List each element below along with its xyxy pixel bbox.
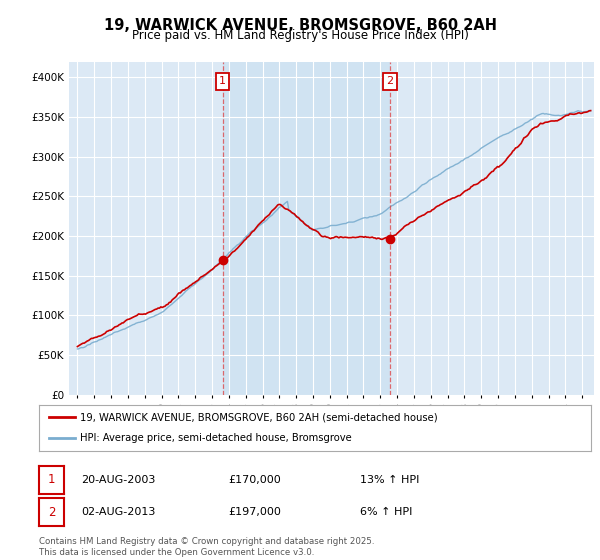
Text: Contains HM Land Registry data © Crown copyright and database right 2025.
This d: Contains HM Land Registry data © Crown c… (39, 537, 374, 557)
Text: 1: 1 (48, 473, 55, 487)
Text: 19, WARWICK AVENUE, BROMSGROVE, B60 2AH (semi-detached house): 19, WARWICK AVENUE, BROMSGROVE, B60 2AH … (80, 412, 438, 422)
Text: £197,000: £197,000 (228, 507, 281, 517)
Text: HPI: Average price, semi-detached house, Bromsgrove: HPI: Average price, semi-detached house,… (80, 433, 352, 444)
Text: 19, WARWICK AVENUE, BROMSGROVE, B60 2AH: 19, WARWICK AVENUE, BROMSGROVE, B60 2AH (104, 18, 497, 33)
Text: 02-AUG-2013: 02-AUG-2013 (81, 507, 155, 517)
Text: 2: 2 (386, 76, 394, 86)
Text: Price paid vs. HM Land Registry's House Price Index (HPI): Price paid vs. HM Land Registry's House … (131, 29, 469, 42)
Text: 13% ↑ HPI: 13% ↑ HPI (360, 475, 419, 485)
Text: 20-AUG-2003: 20-AUG-2003 (81, 475, 155, 485)
Text: 1: 1 (219, 76, 226, 86)
Text: £170,000: £170,000 (228, 475, 281, 485)
Text: 2: 2 (48, 506, 55, 519)
Bar (223, 62, 390, 395)
Text: 6% ↑ HPI: 6% ↑ HPI (360, 507, 412, 517)
